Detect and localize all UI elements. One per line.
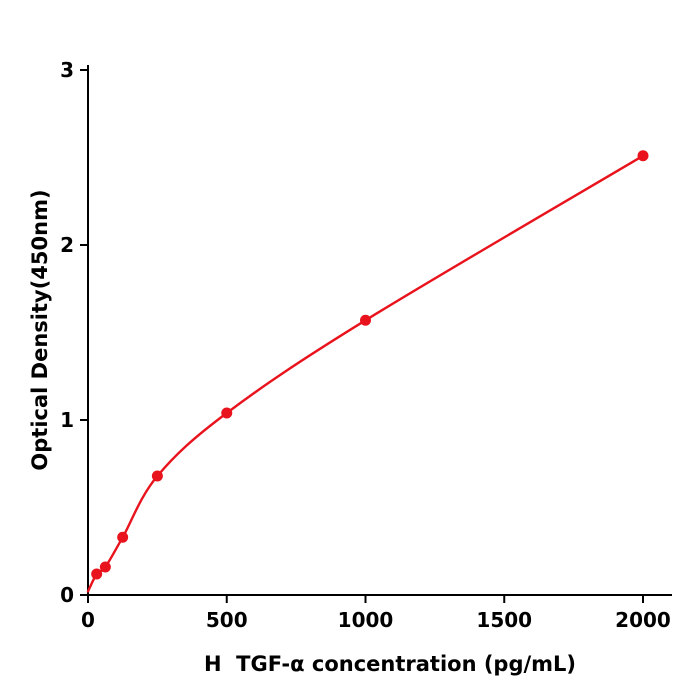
data-point [221,407,233,419]
x-tick-label: 0 [81,608,95,632]
data-point [151,470,163,482]
y-tick-label: 1 [60,408,74,432]
y-tick-label: 0 [60,583,74,607]
data-point [99,561,111,573]
data-point [117,531,129,543]
x-tick-label: 500 [206,608,248,632]
fit-curve [86,154,645,593]
y-tick-label: 3 [60,58,74,82]
x-tick-label: 1500 [476,608,532,632]
data-point [91,568,103,580]
x-tick-label: 2000 [615,608,671,632]
y-tick-label: 2 [60,233,74,257]
data-point [360,314,371,326]
x-tick-label: 1000 [338,608,394,632]
data-point [637,150,649,162]
